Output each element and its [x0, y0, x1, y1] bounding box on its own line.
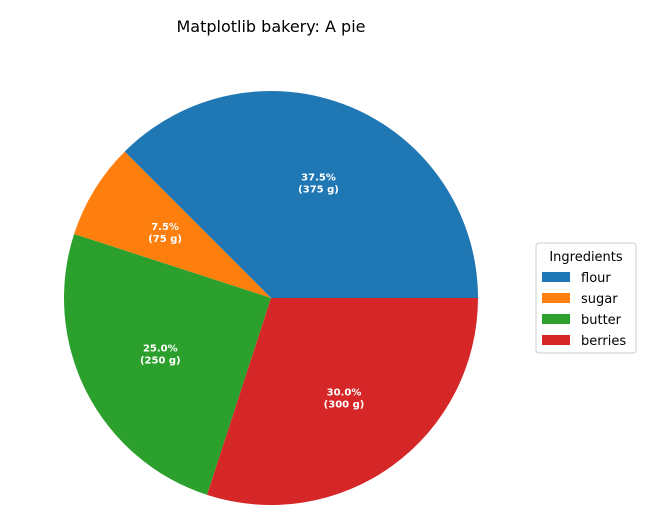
slice-percent-label: 25.0% [143, 343, 178, 354]
pie-slice-sugar [74, 151, 271, 298]
slice-label-butter: 25.0% (250 g) [140, 343, 181, 366]
legend-title: Ingredients [549, 250, 623, 265]
slice-amount-label: (300 g) [324, 400, 365, 411]
slice-amount-label: (375 g) [298, 184, 339, 195]
legend-swatch-flour [542, 272, 570, 282]
legend-swatch-berries [542, 335, 570, 345]
chart-title: Matplotlib bakery: A pie [176, 17, 365, 36]
slice-labels: 37.5% (375 g)7.5% (75 g)25.0% (250 g)30.0%(… [140, 172, 364, 410]
slice-amount-label: (250 g) [140, 355, 181, 366]
slice-percent-label: 37.5% [301, 172, 336, 183]
legend-label-flour: flour [581, 271, 611, 286]
legend-swatch-sugar [542, 293, 570, 303]
pie-slice-berries [207, 298, 478, 506]
legend: Ingredients flour sugar butter berries [535, 242, 637, 354]
pie-slices [63, 91, 478, 506]
slice-label-flour: 37.5% (375 g) [298, 172, 339, 195]
pie-slice-flour [124, 91, 478, 298]
legend-label-sugar: sugar [581, 292, 618, 307]
legend-entries: flour sugar butter berries [542, 271, 626, 349]
slice-amount-label: (75 g) [148, 234, 182, 245]
pie-slice-butter [63, 234, 271, 495]
slice-label-sugar: 7.5% (75 g) [148, 222, 182, 245]
legend-label-butter: butter [581, 313, 622, 328]
slice-label-berries: 30.0% (300 g) [324, 388, 365, 411]
slice-percent-label: 30.0% [327, 388, 362, 399]
slice-percent-label: 7.5% [151, 222, 179, 233]
legend-swatch-butter [542, 314, 570, 324]
legend-frame [535, 242, 637, 354]
legend-label-berries: berries [581, 334, 626, 349]
